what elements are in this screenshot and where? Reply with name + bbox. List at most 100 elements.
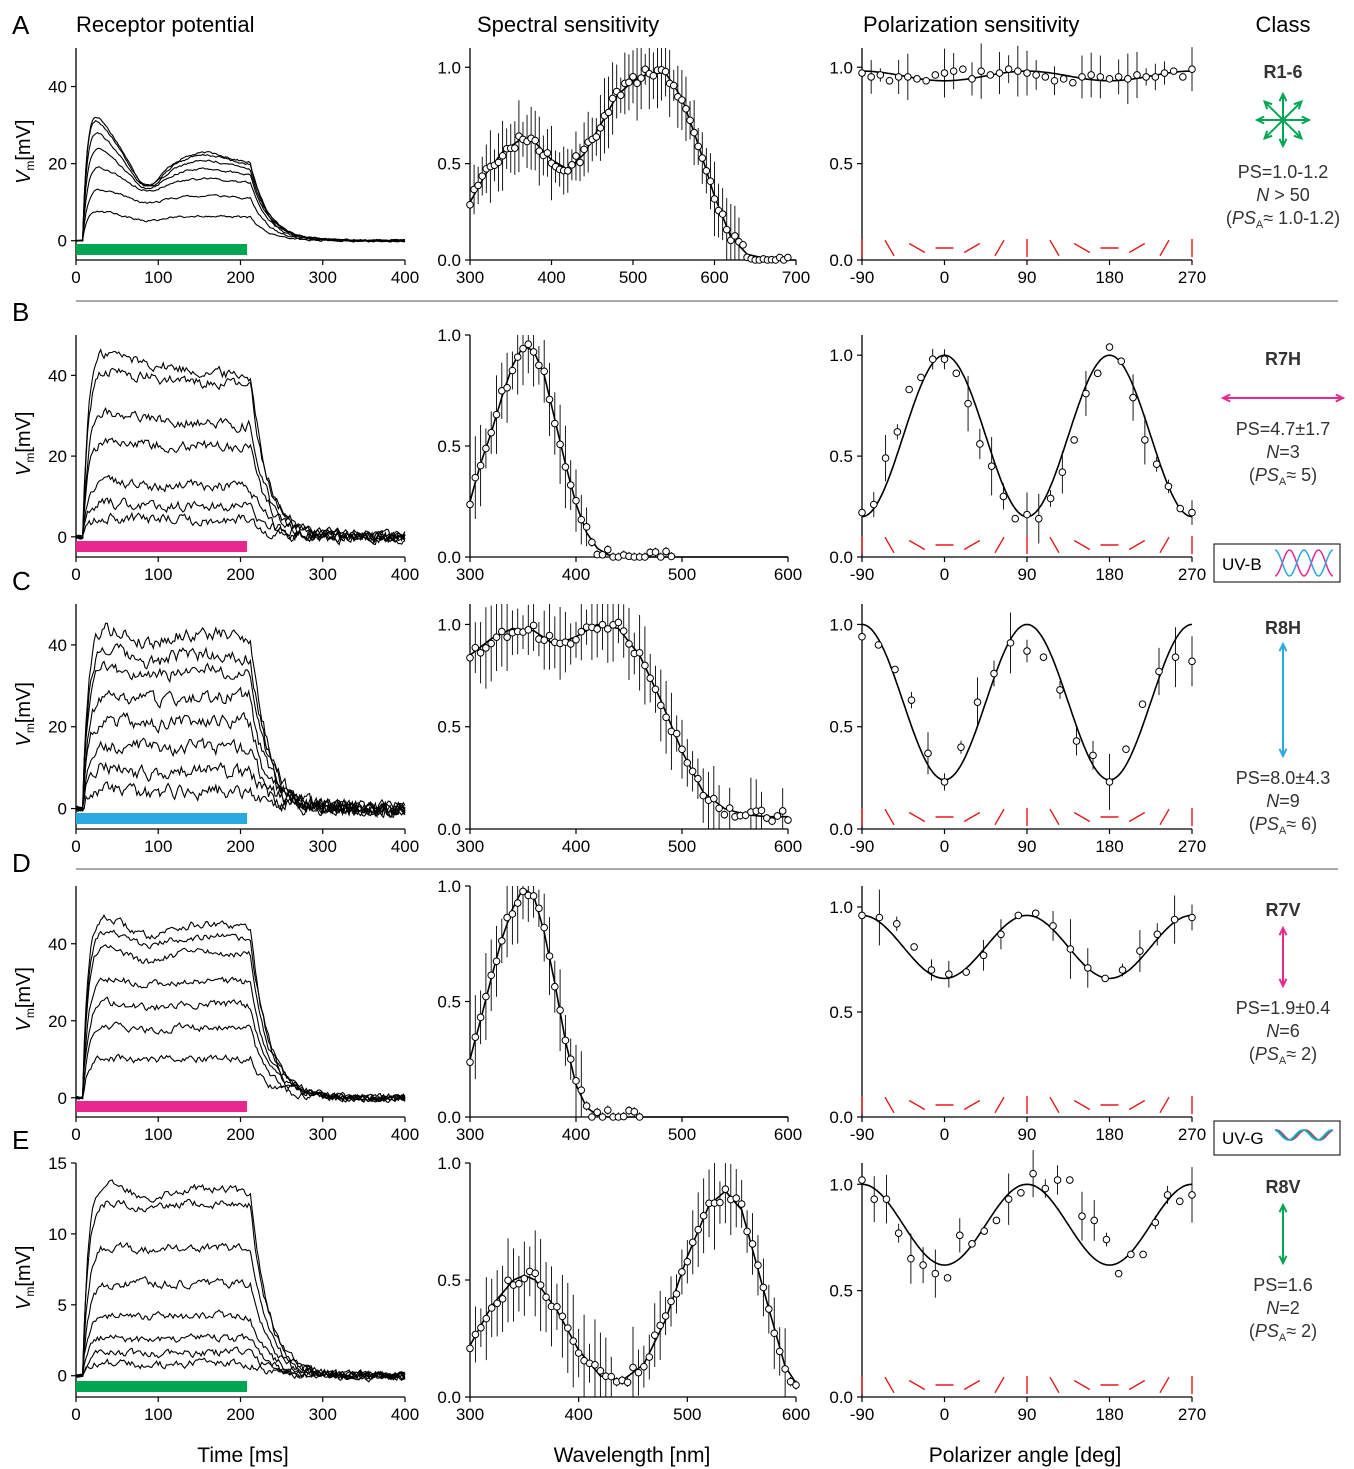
receptor-x-tick-label: 300 [309, 565, 337, 584]
spectral-point [702, 166, 711, 175]
spectral-y-tick-label: 0.5 [437, 993, 461, 1012]
receptor-trace [75, 914, 406, 1103]
polarization-point [1058, 468, 1067, 477]
polarization-point [1069, 78, 1077, 87]
receptor-y-tick-label: 20 [48, 718, 67, 737]
receptor-trace [75, 511, 406, 544]
polarization-fit-line [861, 623, 1193, 781]
spectral-point [524, 340, 533, 349]
stimulus-bar [76, 813, 248, 824]
spectral-point [784, 816, 792, 824]
spectral-x-tick-label: 600 [774, 565, 802, 584]
spectral-point [686, 116, 694, 125]
spectral-x-tick-label: 500 [668, 837, 696, 856]
receptor-y-tick-label: 20 [48, 447, 67, 466]
receptor-trace [75, 367, 406, 543]
spectral-point [694, 142, 703, 151]
spectral-point [662, 547, 670, 556]
spectral-y-tick-label: 0.0 [437, 548, 461, 567]
arrow-head [1278, 925, 1288, 936]
spectral-point [515, 1279, 523, 1288]
polarization-y-tick-label: 0.5 [829, 447, 853, 466]
receptor-y-tick-label: 40 [48, 366, 67, 385]
spectral-point [604, 625, 612, 633]
polarization-point [992, 1216, 1001, 1225]
spectral-x-tick-label: 600 [774, 837, 802, 856]
receptor-y-tick-label: 0 [58, 1089, 67, 1108]
spectral-point [513, 899, 522, 907]
spectral-point [591, 1361, 599, 1369]
polarization-point [892, 920, 901, 928]
spectral-point [572, 152, 580, 160]
polarization-point [893, 428, 902, 436]
spectral-x-tick-label: 400 [564, 1405, 592, 1424]
spectral-point [765, 1305, 773, 1313]
spectral-point [545, 395, 554, 404]
polarization-point [931, 1269, 940, 1278]
polarizer-orientation-mark [1073, 811, 1091, 823]
polarization-point [1105, 75, 1114, 83]
spectral-point [492, 957, 501, 966]
polarization-y-tick-label: 1.0 [829, 615, 853, 634]
receptor-x-tick-label: 300 [309, 1405, 337, 1424]
polarization-point [882, 1195, 891, 1203]
spectral-y-tick-label: 1.0 [437, 1154, 461, 1173]
spectral-point [698, 154, 707, 162]
polarization-point [940, 355, 949, 364]
spectral-point [650, 1331, 659, 1339]
spectral-y-tick-label: 0.5 [437, 1271, 461, 1290]
spectral-point [572, 496, 580, 505]
arrow-head [1293, 99, 1304, 110]
spectral-point [682, 104, 690, 113]
polarization-point [1152, 460, 1161, 468]
spectral-point [661, 1312, 670, 1320]
polarization-arrow-icon [1278, 1202, 1288, 1266]
polarization-point [1175, 1197, 1184, 1206]
polarizer-orientation-mark [1073, 1379, 1091, 1391]
polarization-point [1046, 494, 1055, 503]
spectral-y-tick-label: 0.0 [437, 1108, 461, 1127]
spectral-point [672, 1290, 681, 1298]
spectral-y-tick-label: 0.0 [437, 1388, 461, 1407]
spectral-point [588, 538, 596, 547]
spectral-point [574, 1349, 583, 1357]
spectral-point [743, 1227, 751, 1236]
spectral-point [545, 952, 554, 960]
legend-wave [1274, 549, 1334, 577]
polarization-x-tick-label: 0 [940, 565, 949, 584]
spectral-point [582, 1102, 591, 1110]
spectral-point [482, 1314, 491, 1323]
polarizer-orientation-mark [908, 242, 926, 254]
ps-text-line: (PSA≈ 6) [1249, 814, 1317, 837]
arrow-head [1254, 115, 1265, 125]
xlabel-wavelength: Wavelength [nm] [554, 1444, 711, 1467]
polarizer-orientation-mark [884, 1376, 895, 1394]
receptor-trace [76, 1357, 406, 1381]
spectral-point [625, 78, 633, 87]
polarization-point [904, 73, 912, 81]
polarization-x-tick-label: 180 [1095, 1125, 1123, 1144]
receptor-y-label: Vm[mV] [13, 682, 37, 746]
arrow-head [1220, 393, 1231, 403]
receptor-y-label: Vm[mV] [13, 120, 37, 184]
receptor-trace [75, 660, 406, 817]
polarization-point [1017, 1188, 1025, 1197]
polarizer-orientation-mark [1159, 808, 1170, 826]
receptor-x-tick-label: 200 [226, 1125, 254, 1144]
polarization-x-tick-label: 0 [940, 1125, 949, 1144]
spectral-point [564, 167, 572, 175]
spectral-point [688, 1238, 697, 1247]
spectral-point [721, 1185, 730, 1193]
polarization-point [1188, 1191, 1196, 1199]
spectral-point [598, 550, 607, 559]
spectral-point [498, 937, 506, 945]
spectral-y-tick-label: 1.0 [437, 615, 461, 634]
polarization-x-tick-label: 90 [1018, 268, 1037, 287]
receptor-trace [75, 210, 406, 243]
polarization-point [1032, 71, 1040, 79]
spectral-point [503, 913, 511, 922]
receptor-x-tick-label: 0 [71, 837, 80, 856]
polarization-point [894, 73, 903, 81]
polarization-point [870, 1195, 879, 1203]
spectral-point [656, 1321, 664, 1330]
